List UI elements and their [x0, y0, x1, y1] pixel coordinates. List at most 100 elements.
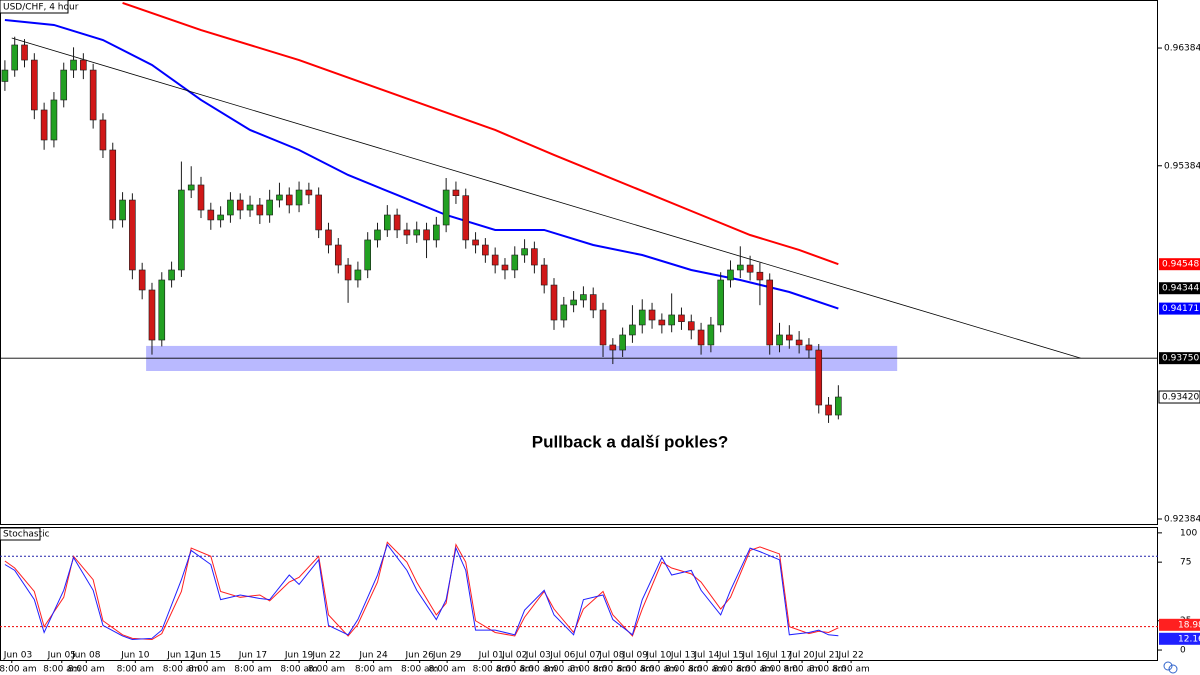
- x-tick-label: Jul 22: [838, 651, 864, 661]
- x-tick-label: Jul 17: [766, 651, 792, 661]
- candle-body: [207, 209, 215, 221]
- candle-body: [805, 344, 813, 351]
- x-tick-sublabel: 8:00 am: [832, 665, 869, 675]
- price-marker-label: 0.93420: [1162, 393, 1199, 403]
- x-tick-label: Jul 06: [549, 651, 575, 661]
- x-tick-sublabel: 8:00 am: [401, 665, 438, 675]
- chart-title: USD/CHF, 4 hour: [3, 3, 79, 13]
- price-marker-box: [1159, 352, 1200, 365]
- candle-body: [609, 344, 617, 351]
- price-marker-label: 0.94171: [1162, 304, 1199, 314]
- x-tick-sublabel: 8:00 am: [496, 665, 533, 675]
- candle-body: [158, 279, 166, 341]
- candle-body: [119, 199, 126, 221]
- stoch-tick-label: 75: [1180, 558, 1191, 568]
- x-tick-sublabel: 8:00 am: [640, 665, 677, 675]
- x-tick-sublabel: 8:00 am: [428, 665, 465, 675]
- y-tick-label: 0.96384: [1164, 44, 1200, 54]
- candle-body: [658, 319, 666, 326]
- price-panel: [0, 0, 1158, 525]
- x-tick-sublabel: 8:00 am: [520, 665, 557, 675]
- price-marker-box: [1159, 258, 1200, 271]
- x-tick-label: Jul 02: [501, 651, 527, 661]
- candle-body: [285, 194, 293, 206]
- candle-body: [354, 269, 362, 281]
- candle-body: [325, 229, 332, 246]
- candle-body: [129, 199, 136, 271]
- x-tick-sublabel: 8:00 am: [280, 665, 317, 675]
- x-tick-label: Jun 19: [284, 651, 314, 661]
- price-marker-box: [1159, 302, 1200, 315]
- candle-body: [668, 314, 675, 326]
- x-tick-sublabel: 8:00 am: [544, 665, 581, 675]
- candle-body: [11, 44, 19, 71]
- stoch-tick-label: 100: [1180, 528, 1197, 538]
- x-tick-label: Jul 07: [575, 651, 601, 661]
- stochastic-line: [4, 543, 839, 640]
- candle-body: [295, 189, 303, 206]
- x-tick-sublabel: 8:00 am: [188, 665, 225, 675]
- stoch-value-box: [1159, 632, 1200, 645]
- y-tick-label: 0.95384: [1164, 161, 1200, 171]
- stochastic-line: [4, 541, 839, 641]
- candle-body: [423, 229, 430, 241]
- candle-body: [540, 264, 548, 286]
- annotation: Pullback a další pokles?: [532, 432, 729, 451]
- candle-body: [736, 264, 744, 271]
- x-tick-sublabel: 8:00 am: [736, 665, 773, 675]
- x-tick-label: Jul 08: [598, 651, 624, 661]
- candle-body: [599, 309, 607, 346]
- x-tick-sublabel: 8:00 am: [761, 665, 798, 675]
- x-tick-label: Jun 26: [404, 651, 434, 661]
- x-tick-label: Jul 13: [670, 651, 696, 661]
- x-tick-label: Jul 14: [693, 651, 719, 661]
- x-tick-sublabel: 8:00 am: [308, 665, 345, 675]
- candle-body: [472, 239, 479, 246]
- x-tick-label: Jul 16: [741, 651, 767, 661]
- candle-body: [776, 334, 783, 346]
- candle-body: [1, 69, 9, 82]
- x-tick-label: Jul 03: [525, 651, 551, 661]
- candle-body: [442, 189, 450, 226]
- candle-body: [31, 59, 38, 111]
- candle-body: [50, 99, 58, 141]
- x-tick-sublabel: 8:00 am: [713, 665, 750, 675]
- candle-body: [433, 224, 440, 241]
- x-tick-sublabel: 8:00 am: [570, 665, 607, 675]
- x-tick-label: Jun 05: [47, 651, 76, 661]
- x-tick-label: Jun 08: [71, 651, 101, 661]
- candle-body: [786, 334, 793, 341]
- candle-body: [384, 214, 391, 231]
- x-tick-label: Jul 10: [645, 651, 671, 661]
- title-box: [0, 0, 69, 14]
- candle-body: [403, 229, 411, 236]
- x-tick-sublabel: 8:00 am: [473, 665, 510, 675]
- candle-body: [570, 299, 577, 306]
- candle-body: [707, 324, 715, 346]
- candle-body: [717, 279, 724, 326]
- candle-body: [687, 321, 695, 331]
- candle-body: [315, 194, 322, 231]
- moving-average: [122, 1, 839, 266]
- candle-body: [109, 149, 117, 221]
- x-tick-label: Jun 17: [238, 651, 267, 661]
- price-marker-box: [1158, 390, 1200, 404]
- candle-body: [40, 109, 48, 141]
- stoch-tick-label: 0: [1180, 646, 1186, 656]
- stoch-value-label: 12.16: [1178, 634, 1200, 644]
- candle-body: [187, 184, 195, 191]
- candle-body: [580, 294, 587, 301]
- candle-body: [197, 184, 205, 211]
- x-tick-label: Jun 24: [358, 651, 388, 661]
- candle-body: [795, 339, 803, 346]
- candle-body: [168, 269, 175, 281]
- y-tick-label: 0.92384: [1164, 514, 1200, 524]
- candle-body: [727, 269, 734, 281]
- x-tick-label: Jun 15: [192, 651, 221, 661]
- candle-body: [217, 214, 224, 221]
- candle-body: [756, 271, 764, 281]
- candle-body: [638, 309, 646, 326]
- candle-body: [550, 284, 558, 321]
- candle-body: [560, 304, 568, 321]
